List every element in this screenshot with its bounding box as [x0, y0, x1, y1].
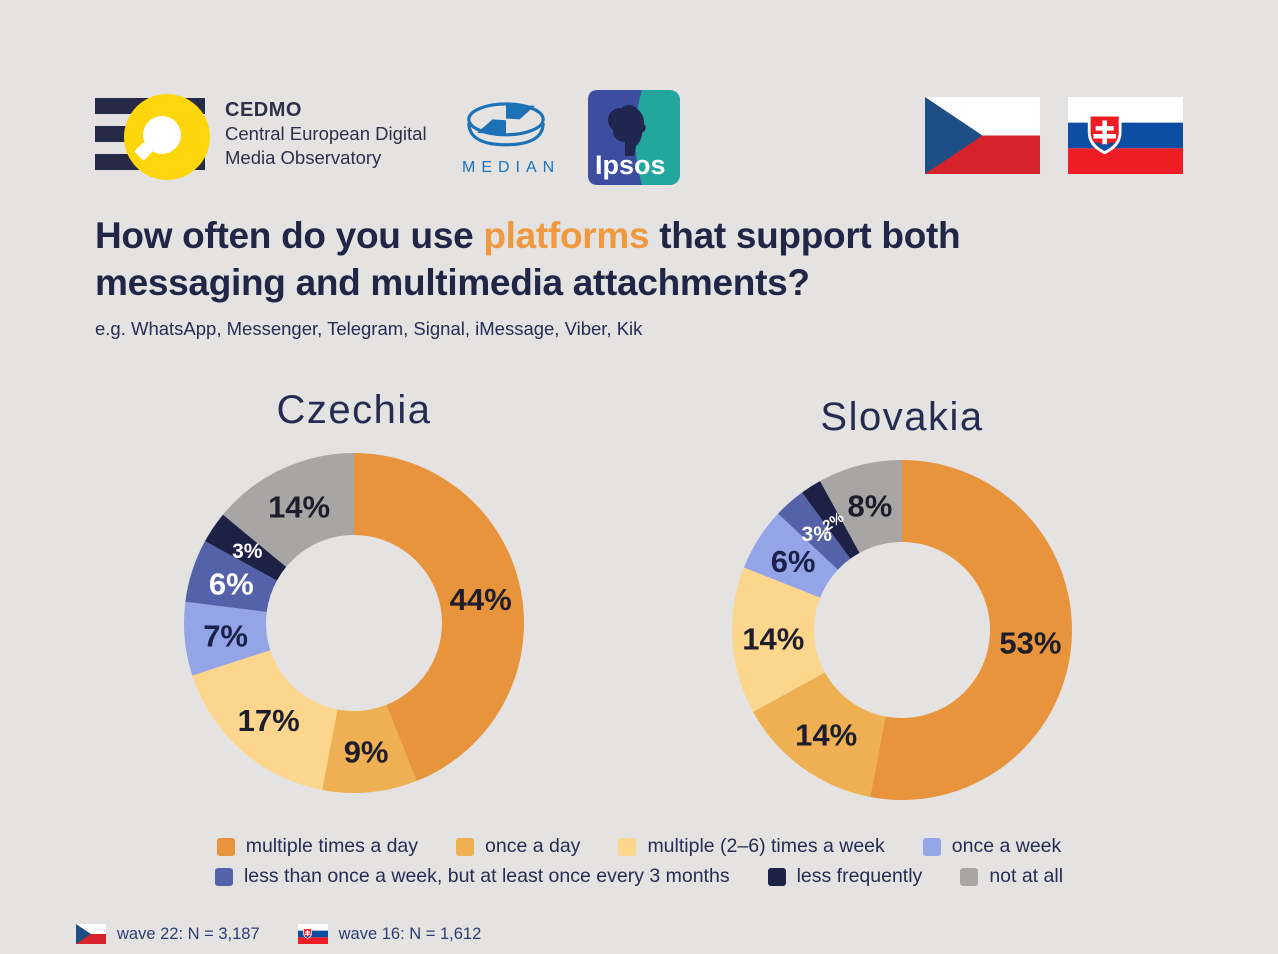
donut-chart-slovakia: 53%14%14%6%3%2% 8%	[732, 460, 1072, 800]
donut-segment-4	[185, 541, 277, 612]
title-suffix: that support both messaging and multimed…	[95, 215, 961, 303]
title-prefix: How often do you use	[95, 215, 484, 256]
donut-label: 44%	[450, 582, 512, 617]
legend-item: less frequently	[767, 865, 923, 888]
chart-title-slovakia: Slovakia	[820, 395, 984, 439]
czech-flag-small	[76, 924, 106, 944]
legend-label: once a week	[951, 835, 1062, 857]
donut-label: 17%	[238, 703, 300, 738]
cedmo-acronym: CEDMO	[225, 99, 302, 121]
donut-label: 6%	[771, 544, 816, 579]
legend-item: multiple times a day	[216, 835, 419, 858]
donut-segment-4	[778, 492, 851, 570]
title-highlight: platforms	[483, 215, 650, 256]
donut-segment-5	[802, 481, 860, 559]
legend-label: multiple times a day	[245, 835, 419, 857]
legend-item: once a day	[456, 835, 580, 858]
legend-swatch	[922, 837, 941, 856]
chart-title-czechia: Czechia	[276, 388, 432, 432]
cedmo-name-line2: Media Observatory	[225, 147, 382, 168]
legend-label: less than once a week, but at least once…	[243, 865, 730, 887]
legend-row: multiple times a day once a day multiple (…	[0, 835, 1278, 858]
legend-row: less than once a week, but at least once…	[0, 865, 1278, 888]
donut-label: 14%	[268, 489, 330, 524]
wave-czechia: wave 22: N = 3,187	[117, 924, 260, 943]
legend-swatch	[767, 867, 786, 886]
cedmo-logo	[95, 94, 210, 187]
page-subtitle: e.g. WhatsApp, Messenger, Telegram, Sign…	[95, 318, 643, 339]
slovak-flag-small	[297, 924, 328, 944]
donut-label: 3%	[802, 523, 833, 546]
legend-label: once a day	[485, 835, 581, 857]
donut-chart-czechia: 44% 9% 17% 7% 6% 3%14%	[183, 453, 524, 793]
median-label: MEDIAN	[462, 159, 561, 176]
footer: wave 22: N = 3,187 wave 16: N = 1,612	[76, 924, 481, 944]
page-title: How often do you use platforms that supp…	[95, 212, 1155, 306]
donut-segment-3	[743, 513, 838, 598]
donut-segment-1	[753, 672, 886, 797]
legend-label: not at all	[989, 865, 1064, 887]
legend-swatch	[960, 867, 979, 886]
legend-item: less than once a week, but at least once…	[214, 865, 730, 888]
legend-swatch	[214, 867, 233, 886]
donut-label: 53%	[999, 625, 1061, 660]
ipsos-label: Ipsos	[595, 150, 666, 180]
ipsos-logo: Ipsos	[588, 90, 680, 185]
donut-segment-6	[223, 453, 354, 567]
legend-item: multiple (2–6) times a week	[618, 835, 885, 858]
legend-swatch	[216, 837, 235, 856]
donut-segment-0	[870, 460, 1072, 800]
cedmo-logo-circle	[124, 94, 210, 180]
chart-legend: multiple times a day once a day multiple (…	[0, 835, 1278, 895]
donut-label: 14%	[742, 621, 804, 656]
legend-swatch	[456, 837, 475, 856]
legend-item: once a week	[922, 835, 1062, 858]
donut-segment-2	[192, 650, 338, 790]
czech-flag	[925, 97, 1040, 174]
legend-label: multiple (2–6) times a week	[647, 835, 885, 857]
chart-slovakia: Slovakia 53% 14% 14% 6% 3% 2% 8%	[730, 395, 1074, 802]
cedmo-wordmark: CEDMO Central European Digital Media Obs…	[225, 98, 427, 170]
donut-segment-6	[820, 460, 902, 553]
ipsos-icon: Ipsos	[588, 90, 680, 185]
donut-label: 7%	[203, 618, 248, 653]
wave-slovakia: wave 16: N = 1,612	[338, 924, 482, 943]
donut-segment-0	[354, 453, 524, 782]
median-icon	[467, 102, 545, 147]
donut-segment-1	[322, 704, 417, 793]
legend-swatch	[618, 837, 637, 856]
donut-label: 3%	[232, 540, 263, 563]
donut-label: 14%	[795, 718, 857, 753]
donut-label: 6%	[209, 566, 254, 601]
donut-label: 9%	[344, 735, 389, 770]
slovak-flag	[1068, 97, 1183, 174]
legend-label: less frequently	[796, 865, 923, 887]
cedmo-name-line1: Central European Digital	[225, 123, 427, 144]
chart-czechia: Czechia 44% 9% 17% 7% 6% 3% 14%	[182, 388, 526, 795]
donut-segment-2	[732, 567, 825, 712]
donut-label: 8%	[847, 488, 892, 523]
legend-item: not at all	[960, 865, 1063, 888]
donut-segment-5	[205, 514, 287, 581]
donut-segment-3	[183, 601, 271, 676]
median-logo: MEDIAN	[456, 94, 556, 177]
